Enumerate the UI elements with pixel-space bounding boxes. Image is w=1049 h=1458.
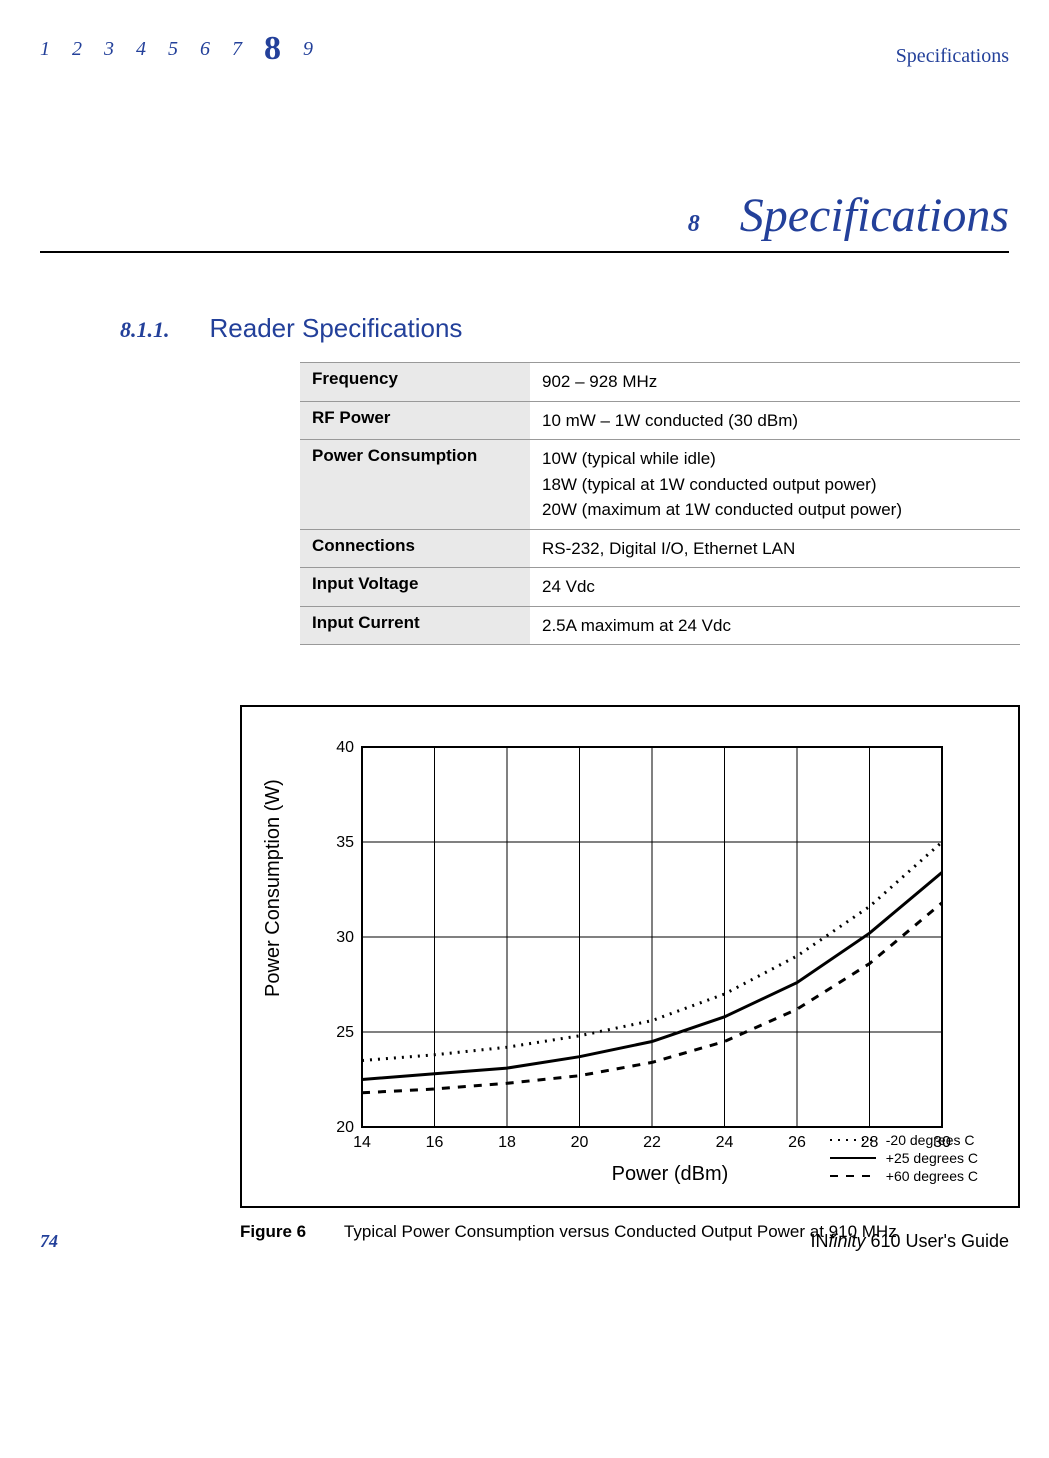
svg-text:22: 22 — [643, 1134, 661, 1151]
nav-item-3[interactable]: 3 — [104, 38, 114, 61]
spec-value: 10 mW – 1W conducted (30 dBm) — [530, 401, 1020, 440]
svg-text:18: 18 — [498, 1134, 516, 1151]
chart-container: Power Consumption (W) 141618202224262830… — [240, 705, 1020, 1208]
legend-item: +25 degrees C — [830, 1150, 978, 1166]
guide-title: INfinity 610 User's Guide — [810, 1231, 1009, 1252]
spec-key: Power Consumption — [300, 440, 530, 530]
header-row: 123456789 Specifications — [40, 30, 1009, 68]
section-heading: 8.1.1. Reader Specifications — [40, 313, 1009, 344]
spec-value: 10W (typical while idle)18W (typical at … — [530, 440, 1020, 530]
chapter-title: Specifications — [740, 188, 1009, 243]
legend-item: -20 degrees C — [830, 1132, 978, 1148]
spec-key: Frequency — [300, 363, 530, 402]
header-label: Specifications — [896, 45, 1009, 68]
nav-item-5[interactable]: 5 — [168, 38, 178, 61]
spec-key: Input Voltage — [300, 568, 530, 607]
spec-value: 24 Vdc — [530, 568, 1020, 607]
table-row: Input Voltage24 Vdc — [300, 568, 1020, 607]
svg-text:24: 24 — [716, 1134, 734, 1151]
chapter-heading: 8 Specifications — [40, 188, 1009, 253]
page-footer: 74 INfinity 610 User's Guide — [40, 1231, 1009, 1252]
line-chart: 1416182022242628302025303540 — [312, 737, 952, 1157]
svg-text:14: 14 — [353, 1134, 371, 1151]
svg-text:35: 35 — [336, 834, 354, 851]
nav-item-1[interactable]: 1 — [40, 38, 50, 61]
nav-item-4[interactable]: 4 — [136, 38, 146, 61]
nav-item-2[interactable]: 2 — [72, 38, 82, 61]
spec-table: Frequency902 – 928 MHzRF Power10 mW – 1W… — [300, 362, 1020, 645]
svg-text:20: 20 — [571, 1134, 589, 1151]
svg-text:30: 30 — [336, 929, 354, 946]
chapter-number: 8 — [688, 211, 700, 238]
spec-value: RS-232, Digital I/O, Ethernet LAN — [530, 529, 1020, 568]
section-number: 8.1.1. — [120, 317, 170, 343]
table-row: Input Current2.5A maximum at 24 Vdc — [300, 606, 1020, 645]
spec-key: Connections — [300, 529, 530, 568]
table-row: Frequency902 – 928 MHz — [300, 363, 1020, 402]
spec-key: RF Power — [300, 401, 530, 440]
spec-key: Input Current — [300, 606, 530, 645]
spec-value: 902 – 928 MHz — [530, 363, 1020, 402]
nav-item-7[interactable]: 7 — [232, 38, 242, 61]
chart-ylabel: Power Consumption (W) — [262, 779, 285, 997]
svg-text:25: 25 — [336, 1024, 354, 1041]
nav-item-9[interactable]: 9 — [303, 38, 313, 61]
table-row: ConnectionsRS-232, Digital I/O, Ethernet… — [300, 529, 1020, 568]
spec-value: 2.5A maximum at 24 Vdc — [530, 606, 1020, 645]
legend-item: +60 degrees C — [830, 1168, 978, 1184]
chapter-nav: 123456789 — [40, 30, 313, 68]
svg-text:20: 20 — [336, 1119, 354, 1136]
chart-legend: -20 degrees C +25 degrees C +60 degrees C — [830, 1132, 978, 1186]
svg-text:26: 26 — [788, 1134, 806, 1151]
table-row: Power Consumption10W (typical while idle… — [300, 440, 1020, 530]
nav-item-8[interactable]: 8 — [264, 30, 281, 68]
svg-text:40: 40 — [336, 739, 354, 756]
nav-item-6[interactable]: 6 — [200, 38, 210, 61]
table-row: RF Power10 mW – 1W conducted (30 dBm) — [300, 401, 1020, 440]
page-number: 74 — [40, 1231, 58, 1252]
svg-text:16: 16 — [426, 1134, 444, 1151]
section-title: Reader Specifications — [210, 313, 463, 344]
